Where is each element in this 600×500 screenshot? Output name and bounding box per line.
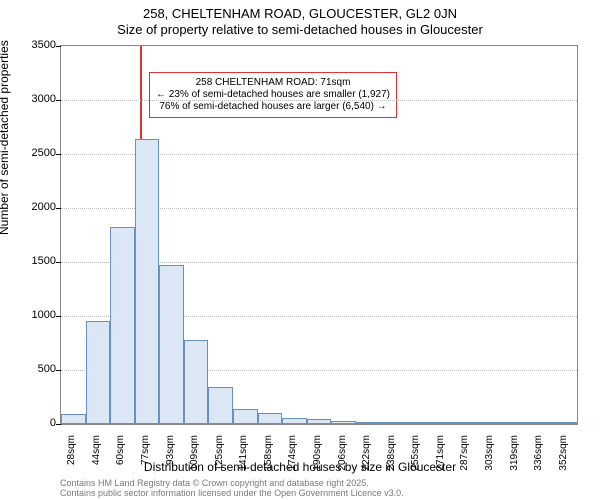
ytick-label: 0	[6, 417, 56, 429]
ytick-mark	[56, 46, 61, 47]
xtick-label: 109sqm	[189, 435, 201, 483]
ytick-mark	[56, 316, 61, 317]
xtick-label: 206sqm	[337, 435, 349, 483]
xtick-label: 319sqm	[509, 435, 521, 483]
xtick-label: 174sqm	[287, 435, 299, 483]
histogram-bar	[184, 340, 209, 424]
xtick-label: 271sqm	[435, 435, 447, 483]
xtick-label: 93sqm	[165, 435, 177, 483]
xtick-label: 158sqm	[263, 435, 275, 483]
histogram-bar	[528, 422, 553, 424]
histogram-bar	[430, 422, 455, 424]
ytick-mark	[56, 262, 61, 263]
xtick-label: 190sqm	[312, 435, 324, 483]
xtick-label: 303sqm	[484, 435, 496, 483]
histogram-bar	[159, 265, 184, 424]
ytick-mark	[56, 424, 61, 425]
histogram-bar	[208, 387, 233, 424]
credits: Contains HM Land Registry data © Crown c…	[60, 478, 404, 498]
xtick-label: 238sqm	[386, 435, 398, 483]
histogram-bar	[61, 414, 86, 424]
histogram-plot-area: 258 CHELTENHAM ROAD: 71sqm ← 23% of semi…	[60, 45, 578, 425]
histogram-bar	[307, 419, 332, 424]
ytick-mark	[56, 208, 61, 209]
histogram-bar	[503, 422, 528, 424]
histogram-bar	[258, 413, 283, 424]
ytick-label: 1000	[6, 309, 56, 321]
ytick-label: 1500	[6, 255, 56, 267]
xtick-label: 44sqm	[91, 435, 103, 483]
xtick-label: 222sqm	[361, 435, 373, 483]
ytick-mark	[56, 370, 61, 371]
xtick-label: 125sqm	[214, 435, 226, 483]
ytick-label: 3500	[6, 39, 56, 51]
ytick-label: 500	[6, 363, 56, 375]
histogram-bar	[233, 409, 258, 424]
credits-line1: Contains HM Land Registry data © Crown c…	[60, 478, 404, 488]
chart-title-line1: 258, CHELTENHAM ROAD, GLOUCESTER, GL2 0J…	[0, 6, 600, 21]
credits-line2: Contains public sector information licen…	[60, 488, 404, 498]
histogram-bar	[380, 422, 405, 424]
xtick-label: 141sqm	[238, 435, 250, 483]
xtick-label: 60sqm	[115, 435, 127, 483]
histogram-bar	[135, 139, 160, 424]
gridline	[61, 100, 577, 101]
histogram-bar	[282, 418, 307, 424]
xtick-label: 28sqm	[66, 435, 78, 483]
histogram-bar	[331, 421, 356, 424]
annotation-line1: 258 CHELTENHAM ROAD: 71sqm	[156, 77, 390, 89]
xtick-label: 287sqm	[459, 435, 471, 483]
histogram-bar	[356, 422, 381, 424]
annotation-line3: 76% of semi-detached houses are larger (…	[156, 101, 390, 113]
ytick-label: 2500	[6, 147, 56, 159]
xtick-label: 77sqm	[140, 435, 152, 483]
annotation-box: 258 CHELTENHAM ROAD: 71sqm ← 23% of semi…	[149, 72, 397, 118]
xtick-label: 352sqm	[558, 435, 570, 483]
histogram-bar	[405, 422, 430, 424]
ytick-label: 2000	[6, 201, 56, 213]
histogram-bar	[86, 321, 111, 424]
xtick-label: 255sqm	[410, 435, 422, 483]
ytick-mark	[56, 154, 61, 155]
ytick-mark	[56, 100, 61, 101]
histogram-bar	[110, 227, 135, 424]
ytick-label: 3000	[6, 93, 56, 105]
histogram-bar	[479, 422, 504, 424]
histogram-bar	[552, 422, 577, 424]
xtick-label: 336sqm	[533, 435, 545, 483]
histogram-bar	[454, 422, 479, 424]
chart-subtitle: Size of property relative to semi-detach…	[0, 22, 600, 37]
